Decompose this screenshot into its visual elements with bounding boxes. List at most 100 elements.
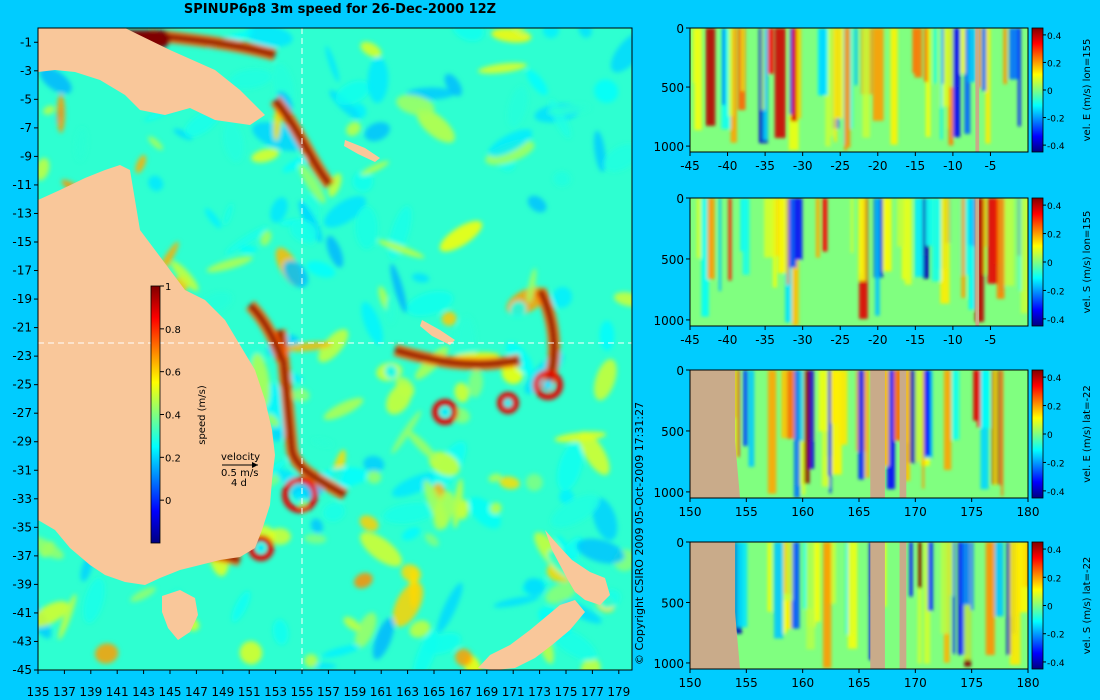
map-y-tick-label: -37 bbox=[12, 549, 32, 563]
velocity-stripe bbox=[718, 198, 722, 292]
current-jet-core bbox=[537, 288, 557, 392]
map-y-tick-label: -7 bbox=[20, 121, 32, 135]
map-y-tick-label: -45 bbox=[12, 663, 32, 677]
section-x-tick-label: -40 bbox=[718, 159, 738, 173]
speed-eddy bbox=[298, 163, 326, 204]
velocity-stripe bbox=[985, 542, 995, 656]
section-colorbar-tick-label: -0.2 bbox=[1047, 459, 1065, 469]
section-colorbar bbox=[1031, 541, 1044, 670]
map-y-tick-label: -13 bbox=[12, 206, 32, 220]
section-panel-3: 150 155 160 165 170 175 180 0 500 1000 0.4 0.2 0 -0.2… bbox=[653, 364, 1093, 519]
velocity-stripe bbox=[858, 370, 865, 480]
velocity-stripe bbox=[987, 198, 998, 284]
map-x-tick-label: 151 bbox=[238, 685, 261, 699]
velocity-stripe bbox=[1009, 28, 1020, 80]
speed-eddy bbox=[360, 41, 382, 58]
section-velocity-stripes bbox=[698, 542, 1028, 669]
speed-eddy bbox=[396, 94, 435, 116]
section-x-tick-label: 160 bbox=[791, 505, 814, 519]
section-x-tick-label: -10 bbox=[943, 333, 963, 347]
velocity-stripe bbox=[923, 542, 931, 664]
speed-eddy bbox=[385, 295, 396, 324]
map-y-ticks: -1 -3 -5 -7 -9 -11 -13 -15 -17 -19 -21 -23 -25 -27 -29… bbox=[12, 35, 38, 677]
map-y-tick-label: -3 bbox=[20, 64, 32, 78]
speed-eddy bbox=[130, 586, 156, 602]
section-colorbar-tick-label: 0 bbox=[1047, 259, 1053, 269]
velocity-stripe bbox=[721, 28, 732, 130]
speed-eddy bbox=[454, 382, 470, 403]
section-y-tick-label: 500 bbox=[661, 425, 684, 439]
speed-eddy bbox=[444, 73, 462, 97]
velocity-stripe bbox=[839, 370, 848, 445]
speed-eddy bbox=[359, 515, 379, 532]
speed-eddy bbox=[407, 431, 438, 461]
section-velocity-stripes bbox=[696, 198, 1028, 326]
section-x-tick-label: 175 bbox=[960, 505, 983, 519]
velocity-key-label: velocity bbox=[221, 452, 260, 463]
section-panel-1: -45 -40 -35 -30 -25 -20 -15 -10 -5 0 500 1000 0.4 0.2… bbox=[653, 22, 1093, 173]
section-y-tick-label: 0 bbox=[676, 192, 684, 206]
speed-eddy bbox=[346, 121, 361, 137]
velocity-stripe bbox=[934, 28, 937, 84]
velocity-stripe bbox=[804, 370, 810, 484]
section-colorbar-tick-label: 0.2 bbox=[1047, 59, 1061, 69]
map-y-tick-label: -33 bbox=[12, 492, 32, 506]
velocity-stripe bbox=[772, 198, 777, 288]
velocity-stripe bbox=[862, 28, 871, 138]
speed-eddy bbox=[377, 239, 425, 259]
velocity-stripe bbox=[788, 542, 800, 629]
velocity-stripe bbox=[968, 28, 977, 83]
speed-eddy bbox=[391, 410, 422, 454]
map-x-tick-label: 171 bbox=[502, 685, 525, 699]
velocity-stripe bbox=[940, 198, 950, 304]
speed-eddy bbox=[239, 245, 258, 253]
velocity-stripe bbox=[764, 198, 774, 258]
speed-eddy bbox=[39, 67, 72, 94]
velocity-stripe bbox=[872, 28, 884, 121]
map-colorbar-tick-label: 0 bbox=[165, 496, 171, 507]
map-x-tick-label: 143 bbox=[132, 685, 155, 699]
map-y-tick-label: -43 bbox=[12, 634, 32, 648]
section-y-tick-label: 1000 bbox=[653, 314, 684, 328]
land-tasmania bbox=[162, 590, 198, 640]
section-land bbox=[975, 28, 980, 152]
speed-eddy bbox=[576, 538, 625, 564]
velocity-stripe bbox=[890, 28, 898, 145]
speed-eddy bbox=[323, 397, 364, 420]
section-colorbar-tick-label: -0.4 bbox=[1047, 659, 1065, 669]
velocity-stripe bbox=[707, 198, 715, 280]
velocity-stripe bbox=[909, 542, 913, 597]
section-panel-4: 150 155 160 165 170 175 180 0 500 1000 0.4 0.2 0 -0.2… bbox=[653, 536, 1093, 690]
velocity-stripe bbox=[774, 28, 786, 138]
eddy-center bbox=[294, 489, 306, 501]
speed-eddy bbox=[551, 494, 600, 528]
section-land bbox=[975, 198, 980, 326]
section-x-tick-label: 155 bbox=[735, 505, 758, 519]
current-jet-core bbox=[273, 98, 332, 187]
speed-eddy bbox=[245, 28, 293, 47]
section-x-tick-label: -10 bbox=[943, 159, 963, 173]
map-colorbar-tick-label: 1 bbox=[165, 282, 171, 293]
speed-eddy bbox=[355, 205, 378, 250]
section-y-tick-label: 1000 bbox=[653, 140, 684, 154]
map-x-tick-label: 135 bbox=[27, 685, 50, 699]
velocity-stripe bbox=[793, 370, 800, 498]
velocity-stripe bbox=[996, 198, 1005, 299]
section-velocity-field bbox=[690, 370, 1004, 498]
velocity-key-arrowhead bbox=[252, 462, 258, 468]
velocity-stripe bbox=[931, 198, 941, 282]
velocity-stripe bbox=[701, 198, 709, 317]
map-x-ticks: 135 137 139 141 143 145 147 149 151 153 155 157 159 1… bbox=[27, 670, 630, 699]
velocity-stripe bbox=[1017, 542, 1028, 613]
speed-eddy bbox=[224, 226, 268, 255]
section-x-tick-label: -20 bbox=[868, 333, 888, 347]
speed-eddy bbox=[318, 329, 349, 363]
velocity-stripe bbox=[818, 370, 830, 432]
section-x-tick-label: 160 bbox=[791, 676, 814, 690]
speed-eddy bbox=[361, 301, 383, 345]
velocity-stripe bbox=[962, 542, 971, 605]
speed-eddy bbox=[413, 629, 439, 670]
velocity-stripe bbox=[812, 542, 821, 622]
section-frame bbox=[689, 197, 1029, 327]
